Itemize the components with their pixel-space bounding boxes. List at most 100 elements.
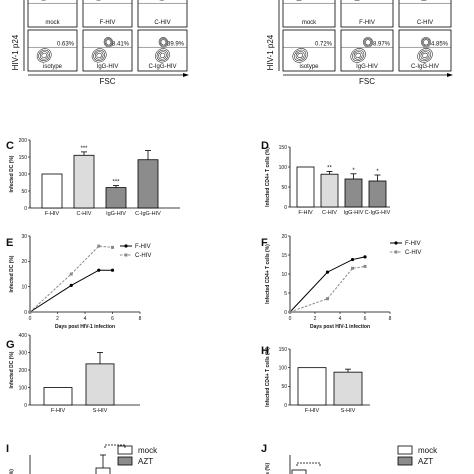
y-tick-label: 100 [279,365,288,371]
y-tick-label: 0 [284,310,287,316]
series-line [29,245,113,313]
flow-percent: 4.85% [431,42,449,48]
arrow-head [183,73,189,77]
contour-line [38,49,50,62]
y-axis-label: Infected CD4+ T cells (%) [265,244,271,304]
x-axis-label: Days post HIV-1 infection [55,324,115,330]
y-tick-label: 200 [19,368,28,374]
y-tick-label: 50 [281,185,287,191]
y-axis-label: Infected DC (%) [9,155,15,192]
contour-line [421,37,432,48]
y-tick-label: 0 [284,205,287,211]
flow-plot-frame [398,29,452,72]
bar [85,363,115,406]
y-axis-label: HIV-1 p24 [11,34,20,70]
flow-plot-frame [282,29,336,72]
data-point [288,310,292,314]
bar [296,166,315,208]
flow-sample-label: C-IgG-HIV [411,64,439,70]
contour-line [417,48,433,63]
bar [41,173,63,209]
x-tick-label: S-HIV [341,408,356,414]
flow-sample-label: F-HIV [359,20,375,26]
contour-line [422,52,428,59]
y-tick-label: 300 [19,350,28,356]
contour-line [103,37,114,48]
contour-line [96,52,102,59]
legend-label: mock [138,446,158,455]
flow-plot-frame [340,29,394,72]
y-tick-label: 100 [279,165,288,171]
legend-label: AZT [418,457,433,466]
data-point [97,244,101,248]
x-tick-label: IgG-HIV [344,210,364,216]
panel-label: H [261,345,269,357]
x-tick-label: F-HIV [298,210,313,216]
bar [320,173,339,208]
contour-line [159,38,168,47]
x-tick-label: 8 [389,316,392,322]
flow-plot-frame [282,0,336,28]
legend-marker [394,241,398,245]
y-tick-label: 30 [21,234,27,240]
legend-label: AZT [138,457,153,466]
contour-line [352,49,365,62]
legend-label: mock [418,446,438,455]
data-point [97,268,101,272]
y-tick-label: 5 [284,291,287,297]
x-tick-label: 6 [111,316,114,322]
y-tick-label: 100 [19,385,28,391]
legend-marker [124,253,128,257]
contour-line [422,38,430,47]
flow-percent: 0.72% [315,42,333,48]
contour-line [292,48,308,63]
x-tick-label: 0 [289,316,292,322]
flow-plot-frame [137,0,188,28]
contour-line [364,38,372,47]
x-tick-label: 2 [56,316,59,322]
x-tick-label: 4 [84,316,87,322]
y-axis-label: Infected CD4+ T cells (%) [265,347,271,407]
significance-mark: * [352,168,355,174]
arrow-head [447,73,453,77]
significance-mark: * [376,169,379,175]
panel-label: D [261,140,269,152]
legend-label: F-HIV [405,241,421,247]
contour-line [158,51,167,60]
flow-sample-label: IgG-HIV [97,64,119,70]
flow-sample-label: isotype [299,64,319,70]
legend-marker [124,244,128,248]
significance-mark: *** [80,146,88,152]
series-line [29,269,113,313]
y-tick-label: 50 [21,189,27,195]
data-point [111,245,114,249]
panel-label: F [261,237,268,249]
x-axis-label: Days post HIV-1 infection [310,324,370,330]
contour-line [423,39,429,46]
contour-line [297,52,303,59]
y-axis-label: (%) [9,469,15,474]
contour-line [36,48,52,63]
flow-plot-frame [82,0,133,28]
panel-label: C [6,140,14,152]
contour-line [350,48,366,63]
x-tick-label: F-HIV [45,211,60,217]
y-tick-label: 0 [284,403,287,409]
legend-swatch [397,445,413,455]
x-axis-label: FSC [359,77,375,86]
flow-sample-label: mock [302,20,317,26]
flow-sample-label: F-HIV [100,20,116,26]
x-tick-label: S-HIV [93,408,108,414]
y-tick-label: 20 [281,234,287,240]
bar [43,387,73,406]
bar [105,187,127,209]
y-tick-label: 0 [24,310,27,316]
panel-label: E [6,237,13,249]
contour-line [156,49,169,62]
y-tick-label: 200 [19,138,28,144]
flow-percent: 8.41% [112,42,130,48]
bar [333,371,363,406]
y-tick-label: 100 [19,172,28,178]
flow-sample-label: C-HIV [154,20,170,26]
contour-line [418,49,432,62]
